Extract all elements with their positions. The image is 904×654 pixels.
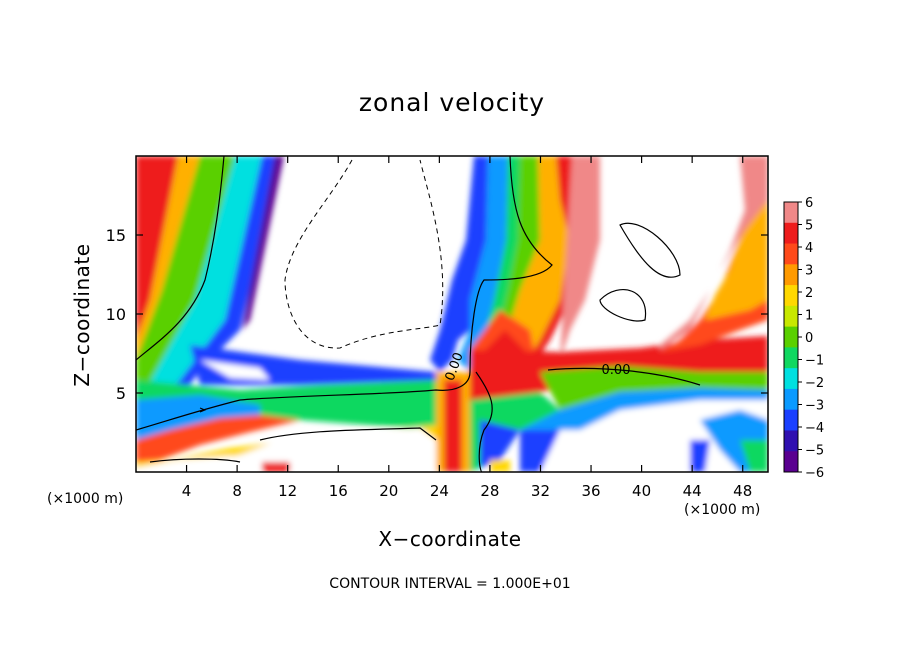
- x-tick-label: 48: [733, 482, 752, 500]
- x-tick-label: 16: [329, 482, 348, 500]
- y-axis-title: Z−coordinate: [70, 243, 94, 387]
- x-unit-label: (×1000 m): [684, 502, 761, 518]
- x-tick-label: 36: [581, 482, 600, 500]
- colorbar-tick-label: 1: [805, 309, 813, 324]
- x-tick-label: 8: [232, 482, 242, 500]
- colorbar-swatch: [784, 202, 798, 224]
- colorbar-tick-label: −1: [805, 354, 824, 369]
- colorbar-swatch: [784, 409, 798, 431]
- x-unit-label: (×1000 m): [47, 491, 124, 507]
- colorbar-tick-label: 5: [805, 219, 813, 234]
- x-tick-label: 24: [430, 482, 449, 500]
- contour-label: 0.00: [602, 363, 631, 378]
- colorbar-swatch: [784, 243, 798, 265]
- y-tick-label: 5: [116, 384, 126, 403]
- colorbar-swatch: [784, 285, 798, 307]
- colorbar-swatch: [784, 305, 798, 328]
- colorbar-tick-label: −6: [805, 466, 824, 481]
- colorbar-swatch: [784, 451, 798, 473]
- colorbar: 6 5 4 3 2 1 0 −1 −2 −3 −4 −5 −6: [783, 196, 824, 481]
- colorbar-swatch: [784, 347, 798, 369]
- colorbar-tick-label: 6: [805, 196, 813, 211]
- contour-interval-note: CONTOUR INTERVAL = 1.000E+01: [329, 576, 571, 592]
- x-tick-label: 32: [531, 482, 550, 500]
- colorbar-tick-label: 3: [805, 264, 813, 279]
- colorbar-tick-label: 0: [805, 331, 813, 346]
- y-axis: 5 10 15: [106, 226, 768, 403]
- colorbar-swatch: [784, 388, 798, 411]
- colorbar-swatch: [784, 368, 798, 390]
- velocity-field: [136, 156, 768, 472]
- x-tick-label: 12: [278, 482, 297, 500]
- x-tick-label: 28: [480, 482, 499, 500]
- colorbar-swatch: [784, 430, 798, 452]
- x-tick-label: 40: [632, 482, 651, 500]
- colorbar-swatch: [784, 222, 798, 245]
- colorbar-tick-label: 2: [805, 286, 813, 301]
- colorbar-tick-label: 4: [805, 241, 813, 256]
- x-tick-label: 20: [379, 482, 398, 500]
- x-axis: 4 8 12 16 20 24 28 32 36 40 44 48: [182, 156, 752, 500]
- chart-title: zonal velocity: [358, 88, 546, 117]
- x-tick-label: 4: [182, 482, 192, 500]
- colorbar-swatch: [784, 264, 798, 286]
- colorbar-tick-label: −5: [805, 444, 824, 459]
- y-tick-label: 10: [106, 305, 126, 324]
- x-tick-label: 44: [683, 482, 702, 500]
- x-axis-title: X−coordinate: [378, 527, 522, 551]
- colorbar-tick-label: −3: [805, 399, 824, 414]
- colorbar-tick-label: −2: [805, 376, 824, 391]
- y-tick-label: 15: [106, 226, 126, 245]
- colorbar-tick-label: −4: [805, 421, 824, 436]
- colorbar-swatch: [784, 326, 798, 348]
